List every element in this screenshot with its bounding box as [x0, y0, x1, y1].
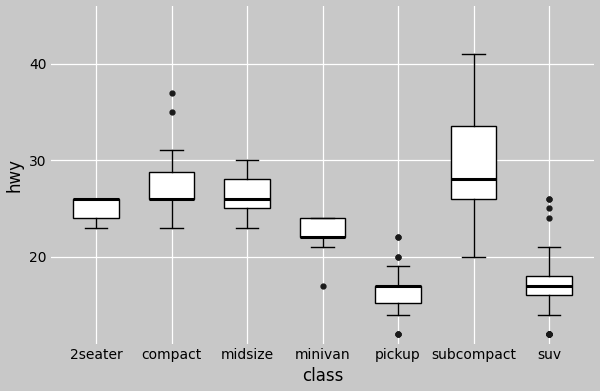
- X-axis label: class: class: [302, 368, 343, 386]
- Y-axis label: hwy: hwy: [5, 158, 23, 192]
- PathPatch shape: [300, 218, 345, 237]
- PathPatch shape: [149, 172, 194, 199]
- PathPatch shape: [526, 276, 572, 296]
- PathPatch shape: [73, 199, 119, 218]
- PathPatch shape: [224, 179, 270, 208]
- PathPatch shape: [451, 126, 496, 199]
- PathPatch shape: [376, 286, 421, 303]
